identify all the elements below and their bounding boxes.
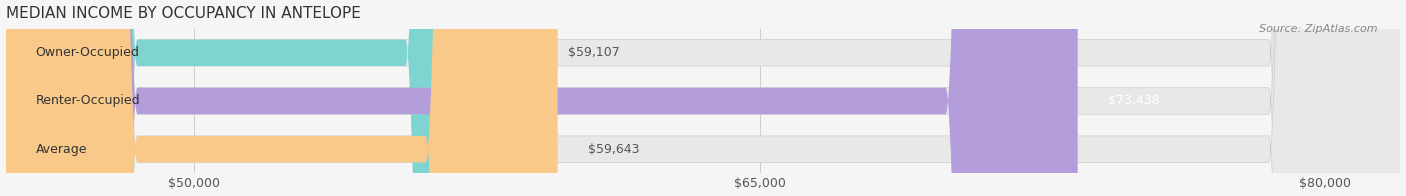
Text: $59,643: $59,643 — [588, 143, 640, 156]
FancyBboxPatch shape — [6, 0, 1400, 196]
Text: $73,438: $73,438 — [1108, 94, 1160, 107]
FancyBboxPatch shape — [6, 0, 537, 196]
Text: MEDIAN INCOME BY OCCUPANCY IN ANTELOPE: MEDIAN INCOME BY OCCUPANCY IN ANTELOPE — [6, 5, 360, 21]
FancyBboxPatch shape — [6, 0, 1077, 196]
Text: Renter-Occupied: Renter-Occupied — [35, 94, 141, 107]
FancyBboxPatch shape — [6, 0, 558, 196]
Text: $59,107: $59,107 — [568, 46, 619, 59]
Text: Average: Average — [35, 143, 87, 156]
Text: Owner-Occupied: Owner-Occupied — [35, 46, 139, 59]
Text: Source: ZipAtlas.com: Source: ZipAtlas.com — [1260, 24, 1378, 34]
FancyBboxPatch shape — [6, 0, 1400, 196]
FancyBboxPatch shape — [6, 0, 1400, 196]
